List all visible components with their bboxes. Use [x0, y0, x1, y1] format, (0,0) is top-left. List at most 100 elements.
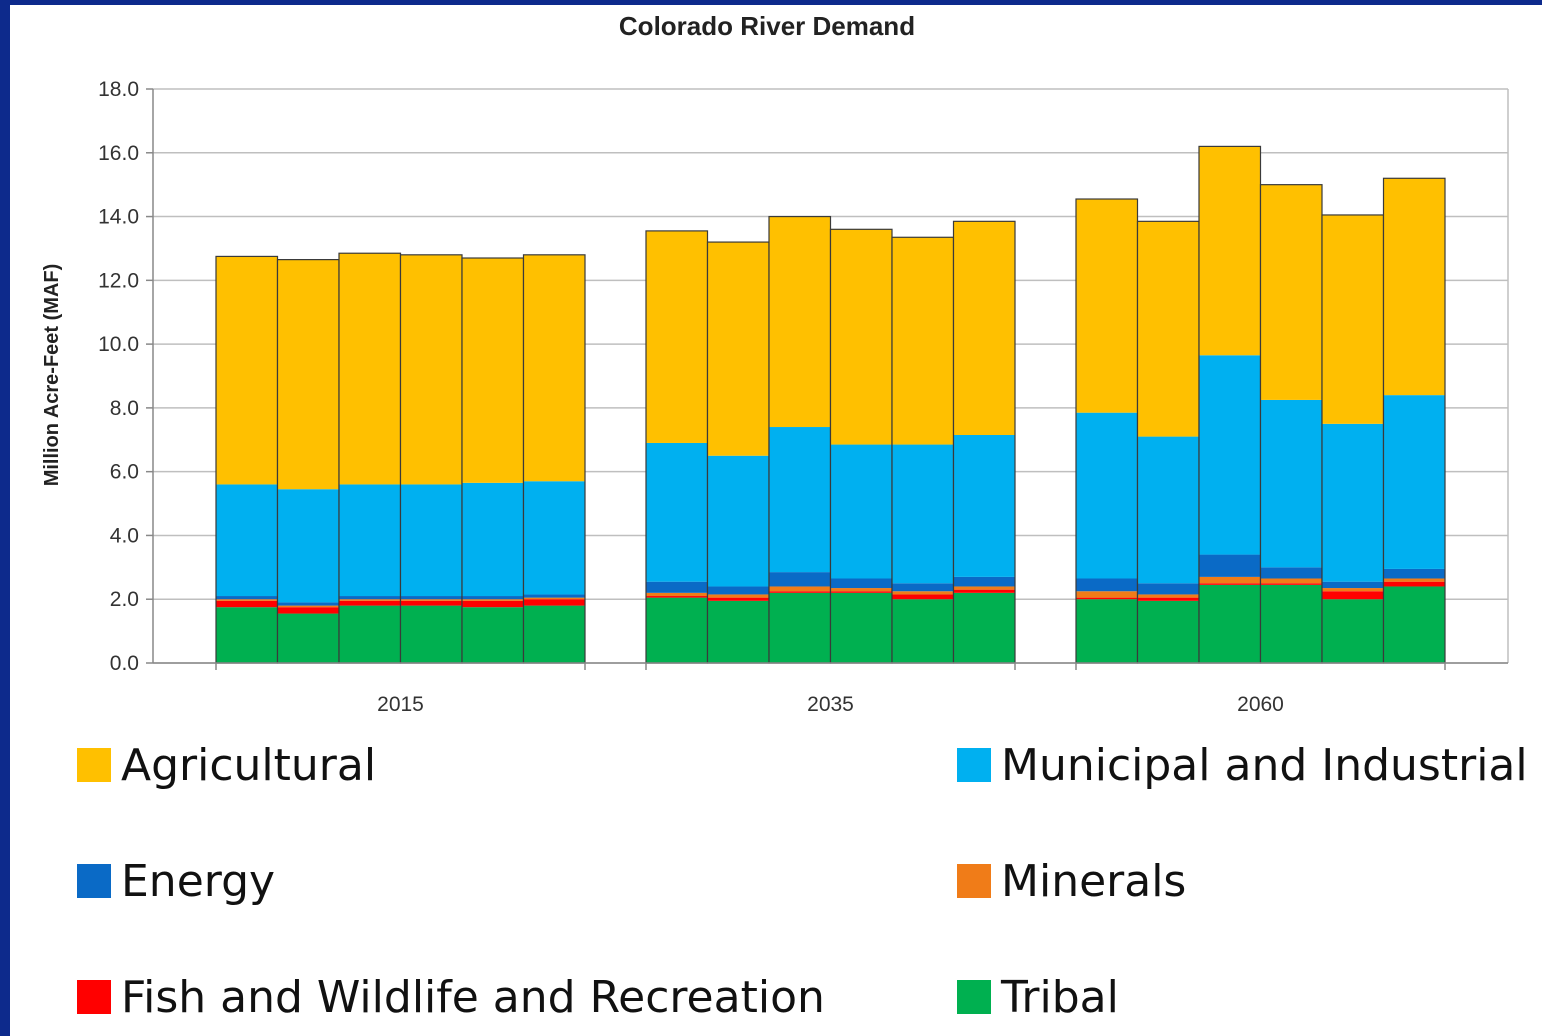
bar-segment-fish-and-wildlife-and-recreation: [1137, 597, 1199, 601]
bar-segment-fish-and-wildlife-and-recreation: [1260, 583, 1322, 585]
bar-segment-agricultural: [1383, 178, 1445, 396]
bar-segment-municipal-and-industrial: [769, 427, 831, 573]
legend-item-minerals: Minerals: [957, 851, 1186, 911]
bar-segment-energy: [523, 594, 585, 598]
y-tick-label: 12.0: [98, 269, 139, 292]
bar-segment-agricultural: [523, 254, 585, 482]
bar-segment-minerals: [769, 586, 831, 592]
legend-swatch-municipal-industrial: [957, 748, 991, 782]
legend-label-municipal-industrial: Municipal and Industrial: [1001, 739, 1528, 791]
bar-segment-municipal-and-industrial: [339, 484, 401, 597]
bar-segment-energy: [1383, 568, 1445, 579]
y-tick-label: 10.0: [98, 333, 139, 356]
stacked-bar-chart: Colorado River Demand Million Acre-Feet …: [41, 11, 1509, 716]
bar-segment-tribal: [1137, 600, 1199, 663]
bar-segment-tribal: [462, 607, 524, 663]
legend-item-agricultural: Agricultural: [77, 735, 376, 795]
bar-segment-agricultural: [769, 216, 831, 428]
legend-item-tribal: Tribal: [957, 967, 1119, 1027]
x-tick-label-2060: 2060: [1237, 693, 1284, 716]
bar-segment-fish-and-wildlife-and-recreation: [277, 607, 339, 614]
y-tick-label: 16.0: [98, 142, 139, 165]
bar-segment-tribal: [769, 592, 831, 663]
bar-segment-fish-and-wildlife-and-recreation: [523, 599, 585, 606]
chart-title: Colorado River Demand: [619, 11, 915, 41]
bar-segment-energy: [769, 572, 831, 587]
bar-segment-municipal-and-industrial: [1322, 423, 1384, 582]
bar-segment-municipal-and-industrial: [523, 481, 585, 595]
bar-segment-fish-and-wildlife-and-recreation: [707, 597, 769, 601]
bar-segment-energy: [216, 596, 278, 600]
bar-segment-agricultural: [1322, 214, 1384, 424]
bar-segment-energy: [892, 583, 954, 592]
bar-segment-energy: [1137, 583, 1199, 595]
bar-segment-energy: [1322, 581, 1384, 589]
bar-segment-municipal-and-industrial: [892, 444, 954, 584]
bar-segment-municipal-and-industrial: [462, 482, 524, 597]
bar-segment-fish-and-wildlife-and-recreation: [769, 591, 831, 593]
bar-segment-agricultural: [1199, 146, 1261, 356]
bar-segment-energy: [707, 586, 769, 595]
y-tick-label: 6.0: [110, 461, 139, 484]
bar-segment-minerals: [953, 586, 1015, 590]
bar-segment-energy: [462, 596, 524, 600]
bar-segment-minerals: [1199, 576, 1261, 584]
bar-segment-minerals: [1137, 594, 1199, 598]
bar-segment-fish-and-wildlife-and-recreation: [1076, 597, 1138, 600]
bar-segment-agricultural: [646, 230, 708, 443]
legend-swatch-minerals: [957, 864, 991, 898]
bar-segment-minerals: [339, 599, 401, 601]
bar-segment-agricultural: [953, 221, 1015, 435]
bar-segment-tribal: [339, 605, 401, 663]
y-tick-label: 8.0: [110, 397, 139, 420]
bar-segment-tribal: [277, 613, 339, 663]
bar-segment-minerals: [646, 592, 708, 597]
y-tick-label: 2.0: [110, 588, 139, 611]
bar-segment-energy: [646, 581, 708, 593]
legend-swatch-tribal: [957, 980, 991, 1014]
bar-segment-minerals: [216, 599, 278, 601]
bar-segment-agricultural: [400, 254, 462, 485]
bar-segment-fish-and-wildlife-and-recreation: [400, 600, 462, 606]
legend-label-energy: Energy: [121, 855, 276, 907]
bar-segment-tribal: [646, 597, 708, 663]
bar-segment-energy: [1199, 554, 1261, 577]
y-axis-label: Million Acre-Feet (MAF): [41, 264, 63, 487]
bars-layer: [215, 145, 1446, 664]
bar-segment-municipal-and-industrial: [216, 484, 278, 597]
bar-segment-tribal: [892, 599, 954, 663]
bar-segment-energy: [830, 578, 892, 589]
bar-segment-fish-and-wildlife-and-recreation: [216, 600, 278, 608]
bar-segment-minerals: [892, 591, 954, 595]
bar-segment-agricultural: [462, 258, 524, 483]
bar-segment-fish-and-wildlife-and-recreation: [892, 594, 954, 600]
bar-segment-energy: [1260, 567, 1322, 579]
legend-item-energy: Energy: [77, 851, 275, 911]
bar-segment-municipal-and-industrial: [646, 442, 708, 582]
bar-segment-municipal-and-industrial: [953, 434, 1015, 577]
bar-segment-tribal: [1199, 584, 1261, 663]
bar-segment-fish-and-wildlife-and-recreation: [339, 600, 401, 606]
legend-label-agricultural: Agricultural: [121, 739, 377, 791]
x-tick-label-2035: 2035: [807, 693, 854, 716]
bar-segment-agricultural: [216, 256, 278, 485]
bar-segment-agricultural: [339, 253, 401, 485]
bar-segment-energy: [953, 576, 1015, 587]
y-tick-label: 4.0: [110, 524, 139, 547]
bar-segment-fish-and-wildlife-and-recreation: [1322, 591, 1384, 600]
bar-segment-agricultural: [1137, 221, 1199, 437]
bar-segment-tribal: [523, 605, 585, 663]
bar-segment-agricultural: [277, 259, 339, 490]
legend-label-minerals: Minerals: [1001, 855, 1187, 907]
bar-segment-energy: [277, 602, 339, 606]
bar-segment-minerals: [400, 599, 462, 601]
bar-segment-tribal: [953, 592, 1015, 663]
bar-segment-minerals: [462, 599, 524, 601]
legend-label-tribal: Tribal: [1001, 971, 1119, 1023]
bar-segment-fish-and-wildlife-and-recreation: [1199, 583, 1261, 585]
bar-segment-agricultural: [892, 237, 954, 445]
bar-segment-agricultural: [830, 229, 892, 445]
bar-segment-minerals: [1383, 578, 1445, 582]
bar-segment-municipal-and-industrial: [1199, 355, 1261, 555]
bar-segment-minerals: [523, 597, 585, 600]
